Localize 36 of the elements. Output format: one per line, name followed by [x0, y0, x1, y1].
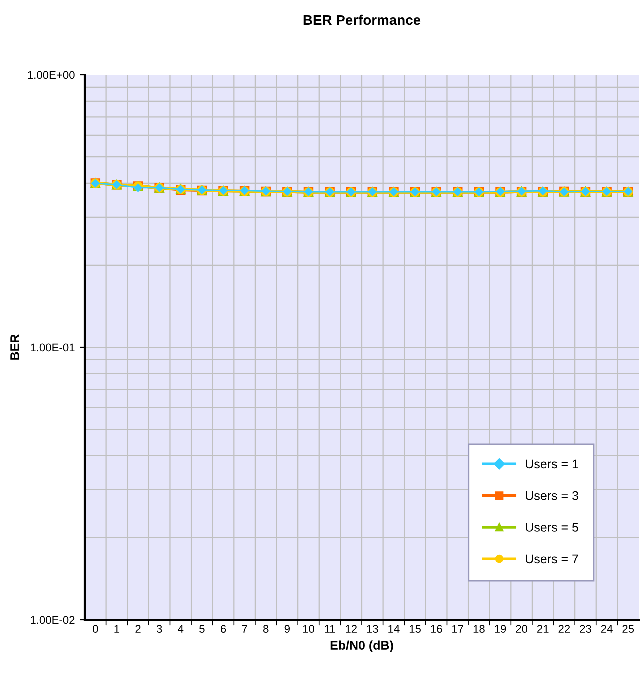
legend-label: Users = 7	[526, 554, 578, 564]
x-tick-label: 12	[346, 625, 357, 633]
legend-label: Users = 1	[526, 460, 578, 469]
x-tick-label: 20	[516, 625, 528, 634]
x-axis-title: Eb/N0 (dB)	[330, 640, 394, 652]
legend-label: Users = 5	[526, 523, 578, 532]
x-tick-label: 10	[303, 625, 314, 634]
x-tick-label: 4	[178, 625, 184, 633]
x-tick-label: 24	[601, 625, 613, 633]
x-tick-label: 1	[114, 625, 120, 633]
x-tick-label: 7	[242, 625, 248, 633]
x-tick-label: 18	[474, 625, 485, 634]
x-tick-label: 14	[388, 625, 400, 633]
x-tick-label: 25	[622, 625, 634, 634]
x-tick-label: 9	[284, 625, 290, 634]
x-tick-label: 5	[200, 625, 205, 634]
x-tick-label: 0	[93, 625, 98, 634]
x-tick-label: 2	[136, 625, 141, 633]
x-tick-label: 19	[495, 625, 506, 634]
x-tick-label: 17	[452, 625, 464, 633]
x-tick-label: 23	[580, 625, 592, 634]
x-tick-label: 21	[537, 625, 549, 633]
x-tick-label: 6	[220, 625, 226, 634]
x-tick-label: 15	[410, 625, 421, 634]
legend-label: Users = 3	[526, 491, 578, 500]
y-tick-label: 1.00E-02	[31, 616, 75, 624]
x-tick-label: 22	[558, 625, 570, 633]
x-tick-label: 8	[264, 625, 269, 634]
y-axis-title: BER	[10, 334, 20, 360]
y-tick-label: 1.00E-01	[31, 344, 75, 352]
x-tick-label: 16	[431, 625, 442, 634]
chart-title: BER Performance	[304, 14, 421, 26]
x-tick-label: 11	[325, 625, 336, 633]
x-tick-label: 13	[367, 625, 378, 634]
y-tick-label: 1.00E+00	[28, 71, 75, 80]
x-tick-label: 3	[156, 625, 162, 634]
